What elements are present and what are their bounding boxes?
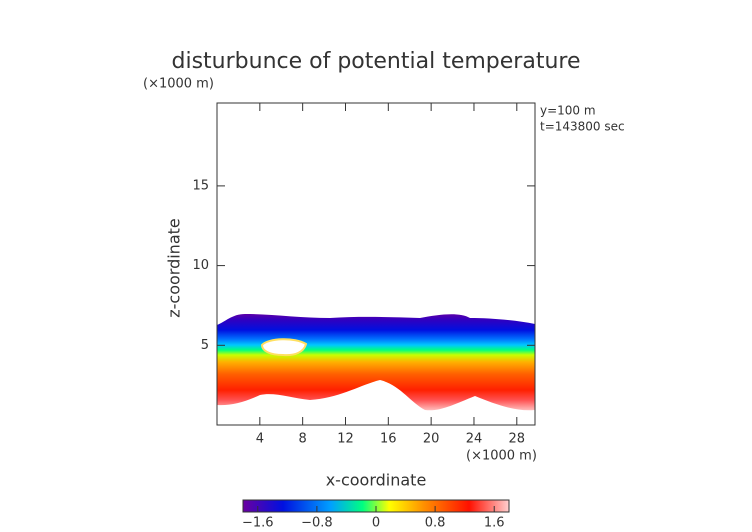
x-tick-label: 20 [423,432,440,447]
x-tick-label: 4 [256,432,264,447]
chart-title: disturbunce of potential temperature [172,49,581,74]
x-tick-label: 8 [299,432,307,447]
warm-bubble [260,338,308,357]
y-axis-label: z-coordinate [165,218,184,318]
colorbar-tick-label: 0.8 [425,516,446,531]
x-tick-label: 16 [380,432,397,447]
x-unit: (×1000 m) [466,449,537,464]
x-axis-label: x-coordinate [326,471,427,490]
x-tick-label: 28 [509,432,526,447]
y-tick-label: 5 [201,338,209,353]
y-tick-label: 15 [192,178,209,193]
plot-frame [216,102,536,426]
temperature-field [217,314,535,411]
annotation: y=100 m [540,104,596,118]
x-tick-label: 12 [337,432,354,447]
colorbar-tick-label: 0 [372,516,380,531]
colorbar-tick-label: 1.6 [484,516,505,531]
colorbar-tick-label: −0.8 [301,516,333,531]
annotation: t=143800 sec [540,120,625,134]
x-tick-label: 24 [466,432,483,447]
y-tick-label: 10 [192,258,209,273]
y-unit: (×1000 m) [143,77,214,92]
colorbar-tick-label: −1.6 [242,516,274,531]
